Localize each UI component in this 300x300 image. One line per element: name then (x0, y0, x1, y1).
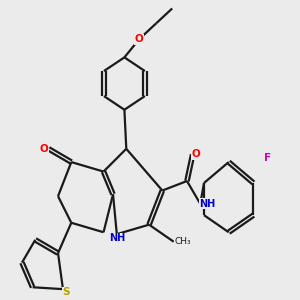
Text: NH: NH (109, 233, 125, 244)
Text: O: O (191, 149, 200, 160)
Text: CH₃: CH₃ (174, 237, 191, 246)
Text: O: O (135, 34, 144, 44)
Text: S: S (62, 287, 70, 297)
Text: NH: NH (200, 199, 216, 209)
Text: F: F (264, 153, 271, 163)
Text: O: O (40, 144, 49, 154)
